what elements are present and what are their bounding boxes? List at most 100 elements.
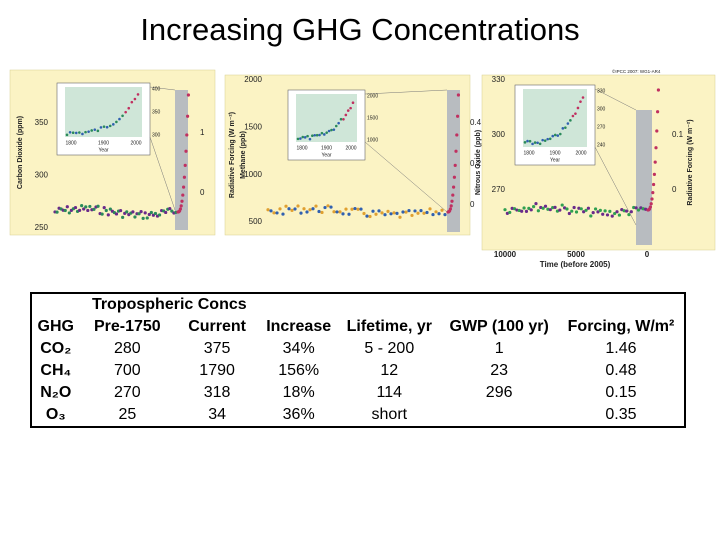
record-point	[572, 205, 576, 210]
record-point	[186, 93, 190, 97]
table-cell: 5 - 200	[364, 340, 415, 357]
record-point	[613, 211, 617, 216]
record-point	[503, 208, 507, 212]
record-point	[269, 209, 273, 213]
record-point	[157, 213, 162, 217]
left-tick-label: 330	[492, 75, 506, 84]
record-point	[86, 208, 90, 213]
inset-point	[118, 117, 121, 121]
inset-point	[526, 139, 529, 143]
inset-point	[68, 130, 72, 134]
inset-point	[115, 120, 118, 124]
inset-point	[533, 141, 537, 144]
inset-point	[339, 117, 343, 121]
record-point	[596, 210, 600, 214]
record-point	[622, 209, 626, 213]
record-point	[603, 209, 607, 213]
recent-band	[636, 110, 652, 245]
record-point	[574, 210, 579, 214]
inset-point	[342, 118, 345, 121]
record-point	[272, 211, 276, 215]
record-point	[139, 210, 143, 214]
record-point	[380, 211, 384, 215]
column-header: Lifetime, yr	[346, 318, 432, 335]
record-point	[100, 212, 104, 216]
column-header: Pre-1750	[93, 318, 161, 335]
right-axis-label: Radiative Forcing (W m⁻²)	[687, 119, 694, 205]
inset-point	[81, 132, 84, 136]
inset-point	[121, 114, 124, 118]
record-point	[652, 172, 657, 176]
record-point	[422, 211, 426, 215]
inset-point	[133, 97, 137, 101]
right-tick-label: 0	[200, 188, 205, 197]
left-axis-label: Nitrous Oxide (ppb)	[475, 130, 482, 195]
record-point	[434, 210, 438, 214]
record-point	[106, 213, 110, 217]
record-point	[448, 207, 452, 211]
record-point	[374, 212, 378, 216]
table-cell: 23	[490, 362, 509, 379]
right-tick-label: 0	[470, 200, 475, 209]
record-point	[582, 210, 586, 214]
record-point	[529, 208, 533, 212]
inset-point	[325, 131, 328, 134]
inset-point	[564, 126, 567, 129]
table-cell: 0.15	[605, 384, 637, 401]
inset-point	[349, 106, 352, 110]
column-header: Current	[188, 318, 246, 335]
record-point	[649, 202, 653, 206]
record-point	[440, 208, 444, 212]
record-point	[450, 199, 454, 203]
record-point	[570, 209, 574, 213]
record-point	[567, 211, 571, 216]
inset-point	[528, 139, 532, 143]
inset-point	[576, 106, 580, 110]
record-point	[80, 204, 84, 208]
record-point	[416, 211, 420, 215]
table-cell: 0.48	[605, 362, 637, 379]
record-point	[275, 211, 279, 215]
record-point	[636, 208, 641, 212]
record-point	[88, 204, 92, 209]
record-point	[290, 208, 294, 212]
inset-connector	[149, 136, 176, 211]
record-point	[119, 208, 123, 213]
record-point	[284, 204, 288, 208]
x-tick-label: 10000	[494, 250, 517, 259]
record-point	[584, 208, 588, 212]
inset-point	[127, 106, 131, 110]
inset-y-tick-label: 1000	[367, 137, 378, 143]
inset-point	[108, 124, 112, 128]
record-point	[383, 213, 387, 217]
record-point	[656, 110, 660, 114]
record-point	[395, 211, 399, 215]
ghg-table: Tropospheric Concs GHG Pre-1750 Current Incr…	[30, 292, 686, 428]
inset-point	[553, 133, 557, 137]
left-axis-label: Methane (ppb)	[240, 131, 247, 179]
inset-point	[566, 122, 570, 125]
inset-point	[303, 136, 307, 139]
inset-point	[551, 134, 555, 138]
inset-connector	[149, 86, 176, 91]
inset-x-tick-label: 2000	[130, 140, 141, 146]
inset-point	[327, 129, 331, 133]
record-point	[326, 204, 330, 208]
record-point	[428, 207, 432, 211]
inset-x-tick-label: 1800	[296, 145, 307, 151]
record-point	[534, 202, 538, 206]
record-point	[548, 208, 552, 212]
table-cell: 296	[485, 384, 513, 401]
table-row: CH₄ 700 1790 156% 12 23 0.48	[31, 360, 685, 382]
table-cell: short	[371, 406, 408, 423]
record-point	[314, 204, 318, 208]
record-point	[401, 210, 405, 214]
table-cell: 12	[380, 362, 399, 379]
recent-band	[447, 90, 460, 232]
inset-point	[71, 131, 75, 135]
table-cell: 280	[113, 340, 141, 357]
record-point	[562, 206, 567, 210]
record-point	[65, 205, 69, 209]
inset-y-tick-label: 270	[597, 124, 606, 130]
inset-connector	[364, 89, 448, 95]
